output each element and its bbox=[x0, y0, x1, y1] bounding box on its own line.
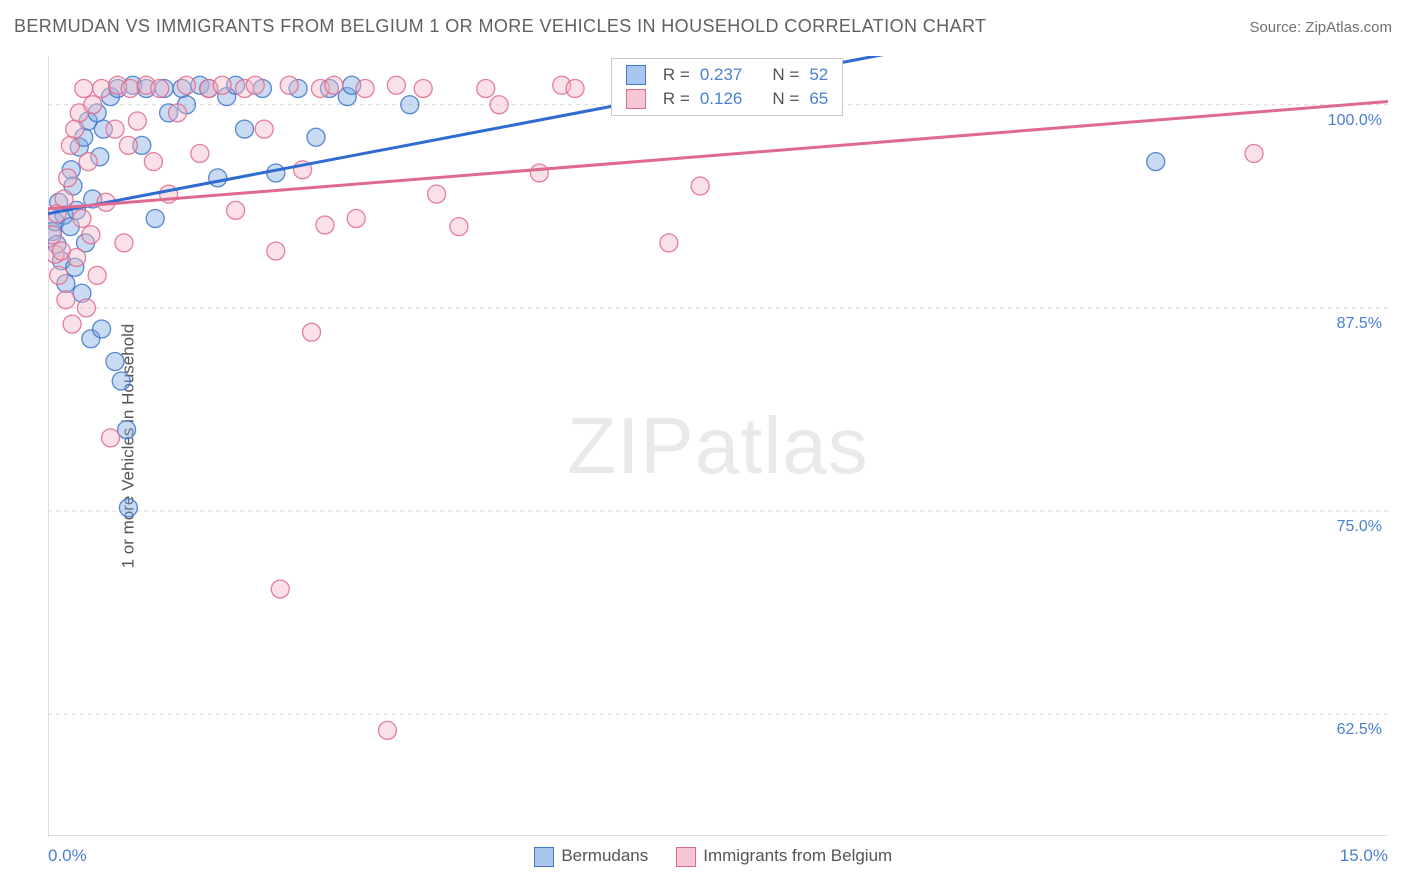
data-point bbox=[209, 169, 227, 187]
data-point bbox=[48, 226, 61, 244]
data-point bbox=[75, 80, 93, 98]
data-point bbox=[401, 96, 419, 114]
data-point bbox=[146, 210, 164, 228]
data-point bbox=[246, 76, 264, 94]
data-point bbox=[566, 80, 584, 98]
data-point bbox=[73, 210, 91, 228]
title-bar: BERMUDAN VS IMMIGRANTS FROM BELGIUM 1 OR… bbox=[14, 16, 1392, 37]
x-axis-max-label: 15.0% bbox=[1340, 846, 1388, 866]
r-value: 0.237 bbox=[700, 65, 743, 85]
data-point bbox=[236, 120, 254, 138]
data-point bbox=[79, 153, 97, 171]
data-point bbox=[1245, 145, 1263, 163]
data-point bbox=[82, 226, 100, 244]
correlation-stats-box: R = 0.237 N = 52 R = 0.126 N = 65 bbox=[611, 58, 843, 116]
n-label: N = bbox=[772, 65, 799, 85]
data-point bbox=[307, 128, 325, 146]
data-point bbox=[177, 76, 195, 94]
data-point bbox=[303, 323, 321, 341]
data-point bbox=[271, 580, 289, 598]
data-point bbox=[356, 80, 374, 98]
data-point bbox=[227, 201, 245, 219]
data-point bbox=[325, 76, 343, 94]
data-point bbox=[144, 153, 162, 171]
data-point bbox=[119, 136, 137, 154]
data-point bbox=[68, 249, 86, 267]
data-point bbox=[347, 210, 365, 228]
data-point bbox=[280, 76, 298, 94]
data-point bbox=[450, 218, 468, 236]
legend-item: Bermudans bbox=[534, 846, 648, 867]
x-axis-min-label: 0.0% bbox=[48, 846, 87, 866]
legend-item: Immigrants from Belgium bbox=[676, 846, 892, 867]
legend-swatch bbox=[676, 847, 696, 867]
plot-area: ZIPatlas 62.5%75.0%87.5%100.0% R =0.237N… bbox=[48, 56, 1388, 836]
data-point bbox=[112, 372, 130, 390]
data-point bbox=[316, 216, 334, 234]
data-point bbox=[1147, 153, 1165, 171]
data-point bbox=[118, 421, 136, 439]
data-point bbox=[378, 721, 396, 739]
data-point bbox=[84, 96, 102, 114]
data-point bbox=[93, 320, 111, 338]
data-point bbox=[267, 164, 285, 182]
data-point bbox=[255, 120, 273, 138]
n-value: 65 bbox=[809, 89, 828, 109]
data-point bbox=[530, 164, 548, 182]
data-point bbox=[102, 429, 120, 447]
legend-bottom: 0.0% Bermudans Immigrants from Belgium 15… bbox=[48, 846, 1388, 867]
data-point bbox=[267, 242, 285, 260]
data-point bbox=[119, 499, 137, 517]
data-point bbox=[213, 76, 231, 94]
data-point bbox=[151, 80, 169, 98]
svg-text:62.5%: 62.5% bbox=[1337, 721, 1382, 738]
legend-label: Immigrants from Belgium bbox=[703, 846, 892, 865]
r-value: 0.126 bbox=[700, 89, 743, 109]
data-point bbox=[115, 234, 133, 252]
scatter-chart: 62.5% 75.0% 87.5% 100.0% bbox=[48, 56, 1388, 836]
data-point bbox=[106, 120, 124, 138]
data-point bbox=[128, 112, 146, 130]
n-label: N = bbox=[772, 89, 799, 109]
data-point bbox=[169, 104, 187, 122]
r-label: R = bbox=[663, 65, 690, 85]
data-point bbox=[77, 299, 95, 317]
data-point bbox=[477, 80, 495, 98]
series-swatch bbox=[626, 89, 646, 109]
legend-label: Bermudans bbox=[561, 846, 648, 865]
n-value: 52 bbox=[809, 65, 828, 85]
chart-title: BERMUDAN VS IMMIGRANTS FROM BELGIUM 1 OR… bbox=[14, 16, 986, 37]
legend-series: Bermudans Immigrants from Belgium bbox=[534, 846, 892, 867]
data-point bbox=[55, 190, 73, 208]
stats-row: R = 0.237 N = 52 bbox=[612, 63, 842, 87]
data-point bbox=[414, 80, 432, 98]
data-point bbox=[691, 177, 709, 195]
data-point bbox=[88, 266, 106, 284]
data-point bbox=[490, 96, 508, 114]
trend-line bbox=[48, 102, 1388, 209]
data-point bbox=[191, 145, 209, 163]
data-point bbox=[66, 120, 84, 138]
data-point bbox=[50, 266, 68, 284]
data-point bbox=[59, 169, 77, 187]
data-point bbox=[61, 136, 79, 154]
stats-row: R = 0.126 N = 65 bbox=[612, 87, 842, 111]
data-point bbox=[387, 76, 405, 94]
source-label: Source: ZipAtlas.com bbox=[1249, 19, 1392, 36]
data-point bbox=[428, 185, 446, 203]
data-point bbox=[106, 353, 124, 371]
svg-text:87.5%: 87.5% bbox=[1337, 315, 1382, 332]
r-label: R = bbox=[663, 89, 690, 109]
legend-swatch bbox=[534, 847, 554, 867]
series-swatch bbox=[626, 65, 646, 85]
data-point bbox=[57, 291, 75, 309]
data-point bbox=[63, 315, 81, 333]
data-point bbox=[93, 80, 111, 98]
data-point bbox=[660, 234, 678, 252]
svg-text:100.0%: 100.0% bbox=[1328, 112, 1382, 129]
svg-text:75.0%: 75.0% bbox=[1337, 518, 1382, 535]
data-point bbox=[121, 80, 139, 98]
